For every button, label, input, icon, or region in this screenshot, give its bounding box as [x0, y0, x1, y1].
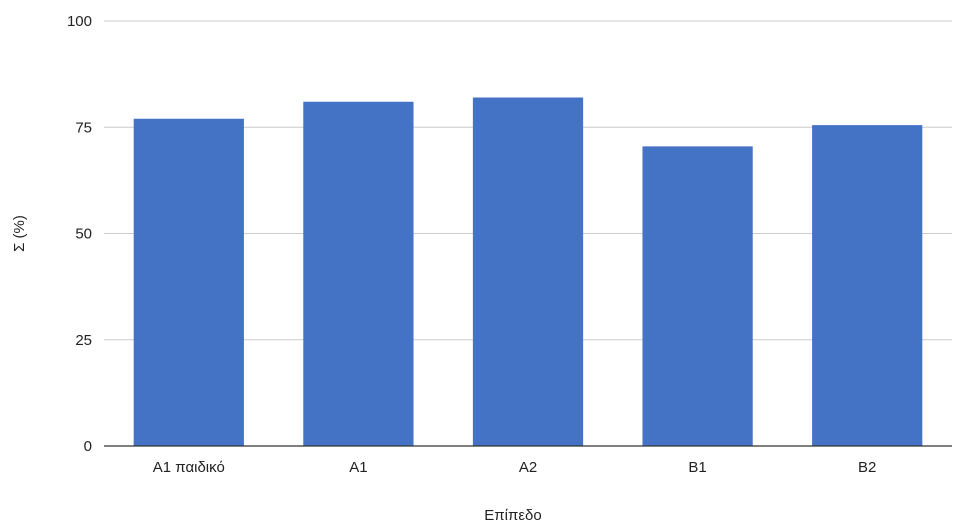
y-axis-title: Σ (%) — [11, 215, 28, 252]
x-tick-label: A1 — [349, 459, 367, 476]
y-tick-label: 75 — [75, 119, 92, 136]
bar — [133, 118, 244, 446]
bar — [472, 97, 584, 446]
tick-labels: 0 25 50 75 100 A1 παιδικό A1 A2 B1 B2 — [67, 13, 876, 476]
x-tick-label: A2 — [519, 459, 537, 476]
bars — [133, 97, 923, 446]
y-tick-label: 25 — [75, 332, 92, 349]
y-tick-label: 100 — [67, 13, 92, 30]
y-tick-label: 0 — [84, 438, 92, 455]
x-tick-label: B1 — [688, 459, 706, 476]
bar — [303, 101, 414, 446]
x-tick-label: B2 — [858, 459, 876, 476]
bar — [642, 146, 753, 446]
y-tick-label: 50 — [75, 226, 92, 243]
bar — [812, 125, 923, 446]
x-tick-label: A1 παιδικό — [153, 459, 225, 476]
x-axis-title: Επίπεδο — [484, 507, 541, 524]
